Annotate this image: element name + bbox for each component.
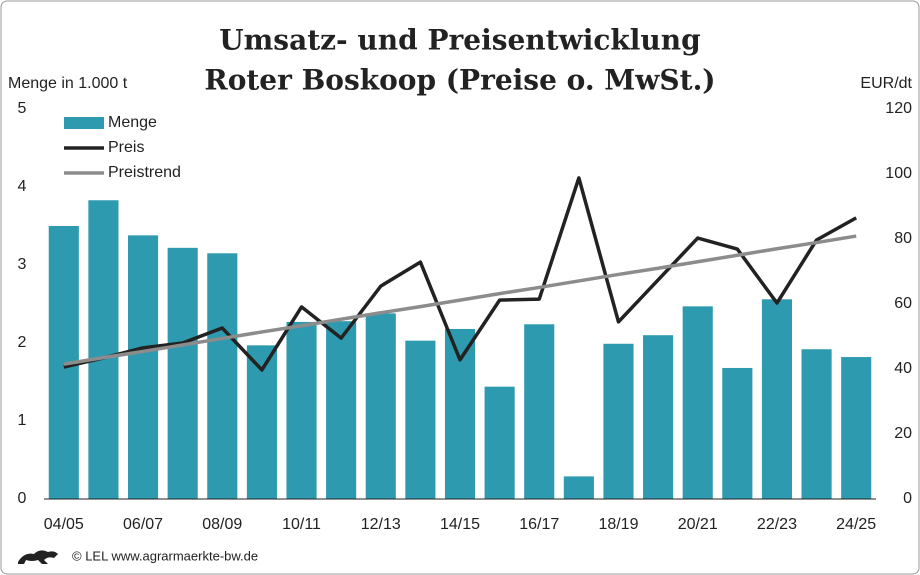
bar — [167, 247, 198, 499]
y-tick-label: 5 — [18, 100, 27, 117]
bar — [722, 367, 753, 499]
bar — [326, 321, 357, 499]
x-tick-label: 10/11 — [282, 516, 321, 533]
bar — [484, 386, 515, 499]
bar — [524, 324, 555, 499]
bar — [88, 200, 119, 499]
x-tick-label: 08/09 — [202, 516, 242, 533]
bar — [603, 343, 634, 499]
x-tick-label: 04/05 — [44, 516, 84, 533]
y-tick-label: 1 — [18, 412, 27, 429]
legend-label: Preis — [108, 139, 144, 156]
bar — [286, 321, 317, 499]
bar — [365, 313, 396, 499]
bar — [643, 335, 674, 499]
y-tick-label: 0 — [18, 490, 27, 507]
bar — [563, 476, 594, 499]
y-tick-label: 2 — [18, 334, 27, 351]
bar — [444, 328, 476, 499]
x-tick-label: 18/19 — [598, 516, 638, 533]
logo — [18, 550, 58, 564]
bar — [207, 253, 238, 499]
y-tick-label: 4 — [18, 178, 27, 195]
y-tick-label: 3 — [18, 256, 27, 273]
chart-title: Umsatz- und Preisentwicklung — [219, 24, 700, 57]
bar — [682, 306, 713, 499]
line — [63, 176, 858, 372]
bar — [761, 299, 793, 499]
y2-tick-label: 60 — [894, 295, 912, 312]
x-tick-label: 12/13 — [361, 516, 401, 533]
legend-swatch — [64, 117, 104, 129]
x-tick-label: 16/17 — [519, 516, 559, 533]
x-tick-label: 24/25 — [836, 516, 876, 533]
y2-tick-label: 40 — [894, 360, 912, 377]
y2-tick-label: 80 — [894, 230, 912, 247]
bar — [405, 340, 436, 499]
legend-label: Menge — [108, 114, 157, 131]
x-tick-label: 20/21 — [678, 516, 718, 533]
y2-axis-label: EUR/dt — [860, 75, 912, 92]
bar — [801, 349, 832, 499]
chart-title: Roter Boskoop (Preise o. MwSt.) — [204, 64, 715, 97]
source: © LEL www.agrarmaerkte-bw.de — [72, 548, 258, 563]
y2-tick-label: 0 — [903, 490, 912, 507]
y2-tick-label: 120 — [885, 100, 912, 117]
y2-tick-label: 100 — [885, 165, 912, 182]
x-tick-label: 06/07 — [123, 516, 163, 533]
bar — [841, 357, 872, 499]
line — [63, 234, 857, 366]
bar — [127, 235, 159, 500]
y-axis-label: Menge in 1.000 t — [8, 75, 128, 92]
y2-tick-label: 20 — [894, 425, 912, 442]
legend-label: Preistrend — [108, 164, 181, 181]
x-tick-label: 22/23 — [757, 516, 797, 533]
x-tick-label: 14/15 — [440, 516, 480, 533]
